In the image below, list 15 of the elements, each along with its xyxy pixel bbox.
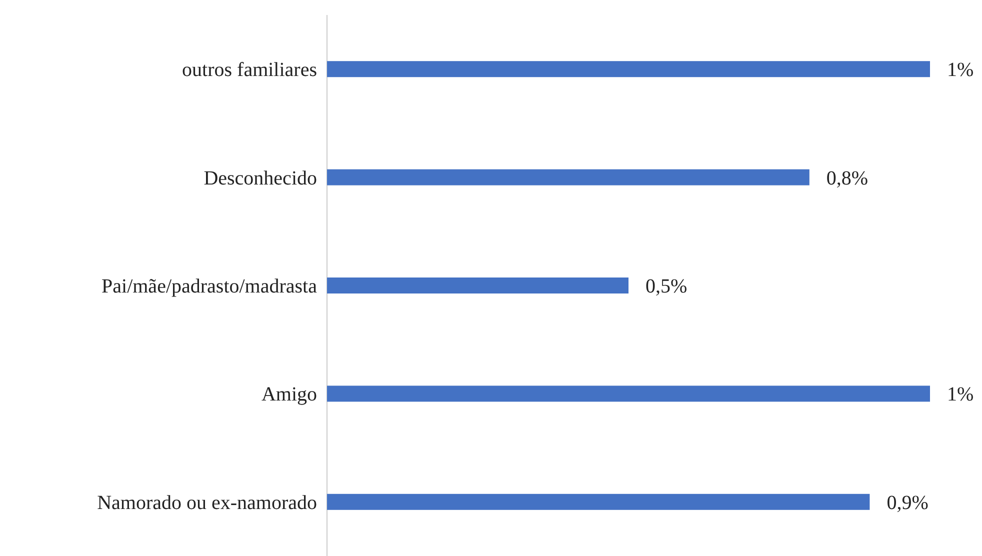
bar <box>327 386 930 402</box>
bar <box>327 278 628 294</box>
data-label: 0,8% <box>826 167 868 190</box>
y-tick-label: Desconhecido <box>204 167 317 190</box>
bar <box>327 494 870 510</box>
y-tick-label: Pai/mãe/padrasto/madrasta <box>102 276 318 298</box>
bar <box>327 169 810 186</box>
bar <box>327 61 930 78</box>
y-tick-label: outros familiares <box>182 59 318 82</box>
data-label: 0,9% <box>886 492 928 514</box>
y-tick-label: Namorado ou ex-namorado <box>97 492 317 514</box>
y-tick-label: Amigo <box>261 384 317 406</box>
data-label: 1% <box>947 59 974 82</box>
data-label: 1% <box>947 384 974 406</box>
data-label: 0,5% <box>646 276 688 298</box>
